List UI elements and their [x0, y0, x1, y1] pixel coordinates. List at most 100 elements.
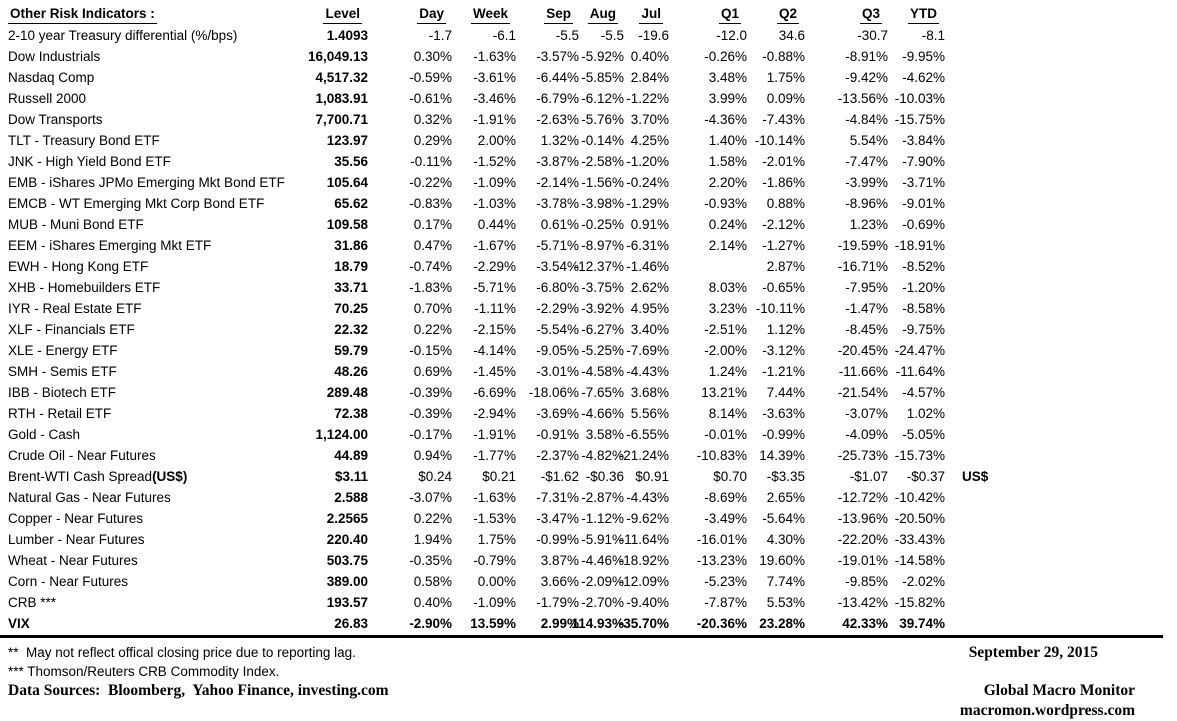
value-cell-ytd: -15.73%: [894, 448, 945, 463]
row-note: [945, 298, 1045, 319]
value-cell-sep: -6.80%: [536, 280, 579, 295]
value-cell-jul: $0.91: [635, 469, 669, 484]
col-header-jul: Jul: [639, 4, 663, 24]
value-cell-day: 0.17%: [413, 217, 452, 232]
col-header-q3: Q3: [859, 4, 882, 24]
value-cell-ytd: -7.90%: [902, 154, 945, 169]
value-cell-week: -6.69%: [473, 385, 516, 400]
row-label: Wheat - Near Futures: [8, 553, 138, 568]
value-cell-ytd: -5.05%: [902, 427, 945, 442]
value-cell-week: -1.09%: [473, 175, 516, 190]
value-cell-q2: 34.6: [778, 28, 805, 43]
row-label: Brent-WTI Cash Spread: [8, 469, 153, 484]
value-cell-q1: 8.03%: [708, 280, 747, 295]
table-row: Gold - Cash 1,124.00 -0.17% -1.91% -0.91…: [0, 424, 1177, 445]
col-header-level: Level: [323, 4, 362, 24]
col-header-aug: Aug: [587, 4, 618, 24]
row-label: Nasdaq Comp: [8, 70, 95, 85]
row-note: [945, 550, 1045, 571]
value-cell-aug: -7.65%: [581, 385, 624, 400]
value-cell-aug: -4.82%: [581, 448, 624, 463]
value-cell-q2: -1.21%: [762, 364, 805, 379]
value-cell-sep: -5.5: [555, 28, 579, 43]
value-cell-q1: -2.00%: [704, 343, 747, 358]
table-row: VIX 26.83 -2.90% 13.59% 2.99% 114.93% -3…: [0, 613, 1177, 634]
value-cell-sep: -3.01%: [536, 364, 579, 379]
col-header-sep: Sep: [544, 4, 573, 24]
value-cell-q2: -1.27%: [762, 238, 805, 253]
row-note: [945, 340, 1045, 361]
value-cell-jul: -7.69%: [626, 343, 669, 358]
value-cell-q3: -21.54%: [837, 385, 888, 400]
value-cell-aug: -3.92%: [581, 301, 624, 316]
value-cell-q3: -1.47%: [845, 301, 888, 316]
value-cell-q2: -1.86%: [762, 175, 805, 190]
row-note: [945, 361, 1045, 382]
value-cell-day: -0.59%: [409, 70, 452, 85]
value-cell-sep: 1.32%: [540, 133, 579, 148]
row-label: SMH - Semis ETF: [8, 364, 117, 379]
value-cell-q2: 5.53%: [766, 595, 805, 610]
value-cell-sep: -2.37%: [536, 448, 579, 463]
value-cell-week: -2.29%: [473, 259, 516, 274]
value-cell-aug: -$0.36: [585, 469, 624, 484]
table-bottom-rule: [0, 635, 1163, 638]
row-label: Copper - Near Futures: [8, 511, 144, 526]
value-cell-q3: -25.73%: [837, 448, 888, 463]
value-cell-week: 2.00%: [477, 133, 516, 148]
value-cell-week: 13.59%: [470, 616, 516, 631]
table-row: TLT - Treasury Bond ETF 123.97 0.29% 2.0…: [0, 130, 1177, 151]
value-cell-aug: -4.58%: [581, 364, 624, 379]
value-cell-q1: -5.23%: [704, 574, 747, 589]
value-cell-week: -3.61%: [473, 70, 516, 85]
level-cell: 4,517.32: [315, 70, 368, 85]
value-cell-day: -0.74%: [409, 259, 452, 274]
value-cell-jul: -19.6: [638, 28, 669, 43]
value-cell-ytd: -18.91%: [894, 238, 945, 253]
value-cell-aug: -4.46%: [581, 553, 624, 568]
value-cell-ytd: -15.75%: [894, 112, 945, 127]
value-cell-sep: -$1.62: [540, 469, 579, 484]
table-row: MUB - Muni Bond ETF 109.58 0.17% 0.44% 0…: [0, 214, 1177, 235]
table-body: 2-10 year Treasury differential (%/bps) …: [0, 25, 1177, 634]
value-cell-q1: 13.21%: [701, 385, 747, 400]
value-cell-aug: -12.37%: [573, 259, 624, 274]
value-cell-jul: 5.56%: [630, 406, 669, 421]
row-label: Dow Industrials: [8, 49, 101, 64]
value-cell-week: -1.09%: [473, 595, 516, 610]
value-cell-q3: -7.47%: [845, 154, 888, 169]
value-cell-q1: -0.01%: [704, 427, 747, 442]
table-row: CRB *** 193.57 0.40% -1.09% -1.79% -2.70…: [0, 592, 1177, 613]
value-cell-ytd: -9.95%: [902, 49, 945, 64]
value-cell-sep: 3.66%: [540, 574, 579, 589]
level-cell: 220.40: [326, 532, 368, 547]
value-cell-aug: -3.98%: [581, 196, 624, 211]
value-cell-q2: -3.12%: [762, 343, 805, 358]
footer: ** May not reflect offical closing price…: [0, 638, 1177, 721]
value-cell-jul: -12.09%: [618, 574, 669, 589]
value-cell-q2: -10.14%: [754, 133, 805, 148]
value-cell-q3: -13.96%: [837, 511, 888, 526]
table-row: SMH - Semis ETF 48.26 0.69% -1.45% -3.01…: [0, 361, 1177, 382]
table-row: EEM - iShares Emerging Mkt ETF 31.86 0.4…: [0, 235, 1177, 256]
level-cell: $3.11: [334, 469, 368, 484]
value-cell-sep: -5.54%: [536, 322, 579, 337]
value-cell-jul: 4.25%: [630, 133, 669, 148]
value-cell-day: -2.90%: [409, 616, 452, 631]
value-cell-sep: -6.79%: [536, 91, 579, 106]
value-cell-q1: -7.87%: [704, 595, 747, 610]
value-cell-jul: -18.92%: [618, 553, 669, 568]
value-cell-q3: -11.66%: [838, 364, 888, 379]
table-row: EMCB - WT Emerging Mkt Corp Bond ETF 65.…: [0, 193, 1177, 214]
row-note: [945, 403, 1045, 424]
value-cell-ytd: -33.43%: [894, 532, 945, 547]
value-cell-sep: 2.99%: [540, 616, 579, 631]
value-cell-week: -1.11%: [474, 301, 516, 316]
footnote-crb-index: *** Thomson/Reuters CRB Commodity Index.: [8, 664, 280, 679]
row-label: CRB ***: [8, 595, 57, 610]
value-cell-q3: -8.45%: [845, 322, 888, 337]
value-cell-q2: 19.60%: [759, 553, 805, 568]
value-cell-q1: -4.36%: [704, 112, 747, 127]
value-cell-jul: -9.40%: [626, 595, 669, 610]
value-cell-aug: -5.5: [600, 28, 624, 43]
